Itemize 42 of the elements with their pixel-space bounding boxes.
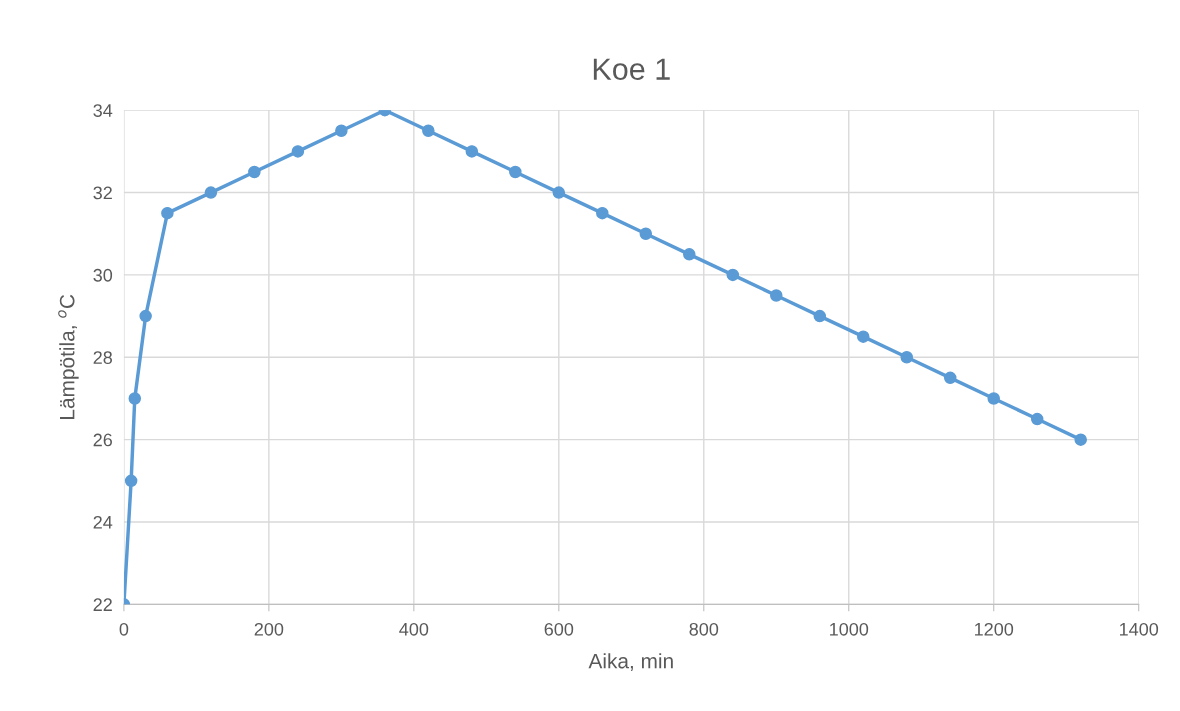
point [161,206,174,220]
x-tick-label: 800 [689,622,719,636]
point [509,165,522,179]
point [813,309,827,323]
point [465,145,479,158]
y-tick-label: 32 [93,186,112,200]
chart-title: Koe 1 [593,58,670,80]
point [943,371,957,385]
point [770,289,783,302]
x-tick-label: 400 [399,622,429,636]
y-tick-label: 24 [93,515,113,529]
point [128,392,142,405]
y-tick-label: 26 [93,433,112,447]
y-tick-label: 28 [93,351,113,364]
point [987,392,1000,405]
point [596,206,609,220]
point [726,268,740,282]
point [900,351,913,364]
point [139,309,152,323]
x-tick-label: 0 [119,622,129,636]
x-tick-label: 1000 [830,622,869,636]
x-tick-label: 200 [254,622,284,636]
y-axis-title: Lämpötila, $^{o}$C [58,294,79,419]
point [1074,433,1087,446]
x-tick-label: 1400 [1120,622,1159,636]
point [639,227,653,240]
x-tick-label: 1200 [975,622,1014,636]
point [291,145,305,158]
x-tick-label: 600 [544,622,574,636]
point [335,124,348,138]
y-tick-label: 30 [93,268,113,282]
point [124,474,138,488]
point [857,330,870,343]
point [204,186,218,199]
point [552,186,566,199]
y-tick-label: 22 [93,598,112,611]
point [248,165,261,179]
point [422,124,435,138]
x-axis-title: Aika, min [588,653,673,671]
point [1030,412,1044,426]
y-tick-label: 34 [93,104,113,117]
point [683,248,696,261]
